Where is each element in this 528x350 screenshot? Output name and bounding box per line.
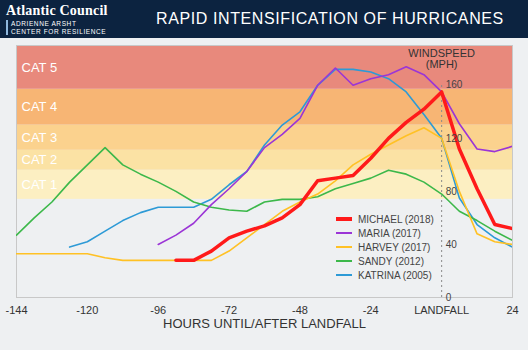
html-text:RAPID INTENSIFICATION OF HURRI: RAPID INTENSIFICATION OF HURRICANES xyxy=(156,10,504,27)
html-text:KATRINA (2005): KATRINA (2005) xyxy=(358,269,432,281)
html-text:ADRIENNE ARSHT: ADRIENNE ARSHT xyxy=(11,20,77,27)
svg-text:HOURS UNTIL/AFTER LANDFALL: HOURS UNTIL/AFTER LANDFALL xyxy=(163,316,366,331)
svg-text:-96: -96 xyxy=(150,304,166,316)
svg-text:80: 80 xyxy=(446,186,458,197)
html-text:HARVEY (2017): HARVEY (2017) xyxy=(358,241,431,253)
svg-text:CAT 4: CAT 4 xyxy=(22,99,58,114)
html-text:Atlantic Council: Atlantic Council xyxy=(6,3,108,18)
svg-text:160: 160 xyxy=(446,79,463,90)
svg-text:CAT 5: CAT 5 xyxy=(22,60,58,75)
svg-text:CAT 2: CAT 2 xyxy=(22,152,58,167)
html-text:MARIA (2017): MARIA (2017) xyxy=(358,227,421,239)
svg-text:-48: -48 xyxy=(292,304,308,316)
svg-text:CAT 1: CAT 1 xyxy=(22,177,58,192)
svg-text:-144: -144 xyxy=(5,304,27,316)
html-text:MICHAEL (2018): MICHAEL (2018) xyxy=(358,213,434,225)
svg-text:WINDSPEED(MPH): WINDSPEED(MPH) xyxy=(408,47,475,70)
svg-text:CAT 3: CAT 3 xyxy=(22,130,58,145)
svg-text:-72: -72 xyxy=(221,304,237,316)
svg-text:0: 0 xyxy=(446,292,452,303)
svg-text:120: 120 xyxy=(446,133,463,144)
svg-text:-120: -120 xyxy=(76,304,98,316)
svg-text:40: 40 xyxy=(446,239,458,250)
svg-text:24: 24 xyxy=(506,304,518,316)
html-text:SANDY (2012): SANDY (2012) xyxy=(358,255,424,267)
html-text:CENTER FOR RESILIENCE: CENTER FOR RESILIENCE xyxy=(11,27,107,35)
svg-text:-24: -24 xyxy=(363,304,379,316)
svg-text:LANDFALL: LANDFALL xyxy=(414,304,469,316)
